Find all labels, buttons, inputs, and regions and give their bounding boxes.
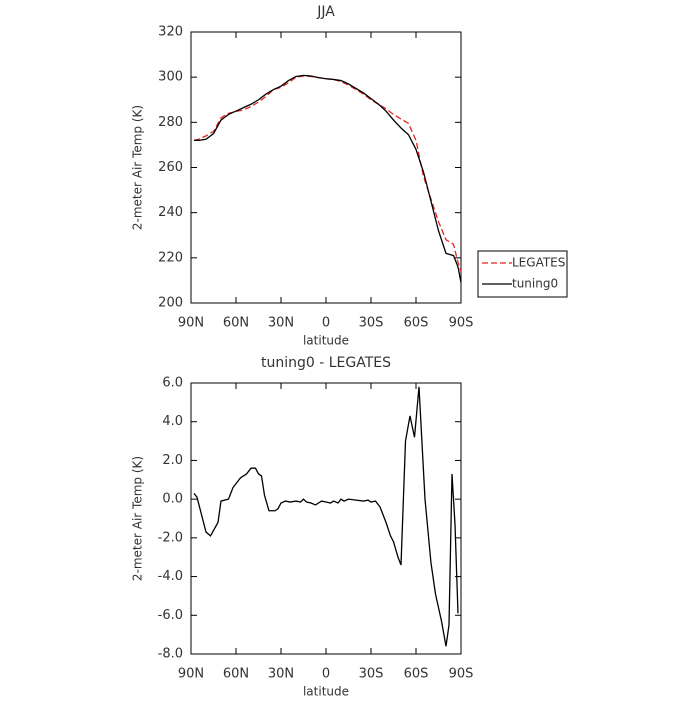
data-line bbox=[193, 386, 459, 647]
x-tick-label: 60S bbox=[404, 316, 429, 331]
x-tick-label: 0 bbox=[322, 667, 330, 682]
x-tick-label: 60S bbox=[404, 667, 429, 682]
y-tick-label: 220 bbox=[158, 250, 183, 265]
y-tick-label: 260 bbox=[158, 160, 183, 175]
y-tick-label: 2.0 bbox=[162, 453, 183, 468]
y-axis-label: 2-meter Air Temp (K) bbox=[131, 456, 145, 581]
chart-title: tuning0 - LEGATES bbox=[261, 355, 391, 371]
x-tick-label: 30S bbox=[359, 667, 384, 682]
x-axis-label: latitude bbox=[303, 685, 349, 699]
y-tick-label: 200 bbox=[158, 296, 183, 311]
y-tick-label: -4.0 bbox=[158, 569, 183, 584]
y-tick-label: -6.0 bbox=[158, 608, 183, 623]
x-tick-label: 60N bbox=[223, 667, 249, 682]
x-tick-label: 30S bbox=[359, 316, 384, 331]
y-tick-label: 0.0 bbox=[162, 492, 183, 507]
y-tick-label: 300 bbox=[158, 70, 183, 85]
y-tick-label: 240 bbox=[158, 205, 183, 220]
x-tick-label: 30N bbox=[268, 316, 294, 331]
x-tick-label: 90S bbox=[449, 667, 474, 682]
x-tick-label: 0 bbox=[322, 316, 330, 331]
y-axis-label: 2-meter Air Temp (K) bbox=[131, 105, 145, 230]
y-tick-label: 4.0 bbox=[162, 414, 183, 429]
y-tick-label: -2.0 bbox=[158, 530, 183, 545]
legend-label: tuning0 bbox=[512, 277, 558, 291]
chart-title: JJA bbox=[316, 4, 335, 20]
x-tick-label: 60N bbox=[223, 316, 249, 331]
legend-label: LEGATES bbox=[512, 256, 565, 270]
x-tick-label: 90N bbox=[178, 667, 204, 682]
data-line bbox=[194, 74, 462, 283]
x-tick-label: 90N bbox=[178, 316, 204, 331]
y-tick-label: 280 bbox=[158, 115, 183, 130]
y-tick-label: 6.0 bbox=[162, 376, 183, 391]
y-tick-label: -8.0 bbox=[158, 647, 183, 662]
y-tick-label: 320 bbox=[158, 25, 183, 40]
x-tick-label: 90S bbox=[449, 316, 474, 331]
x-axis-label: latitude bbox=[303, 334, 349, 348]
legend-box bbox=[477, 250, 568, 298]
x-tick-label: 30N bbox=[268, 667, 294, 682]
